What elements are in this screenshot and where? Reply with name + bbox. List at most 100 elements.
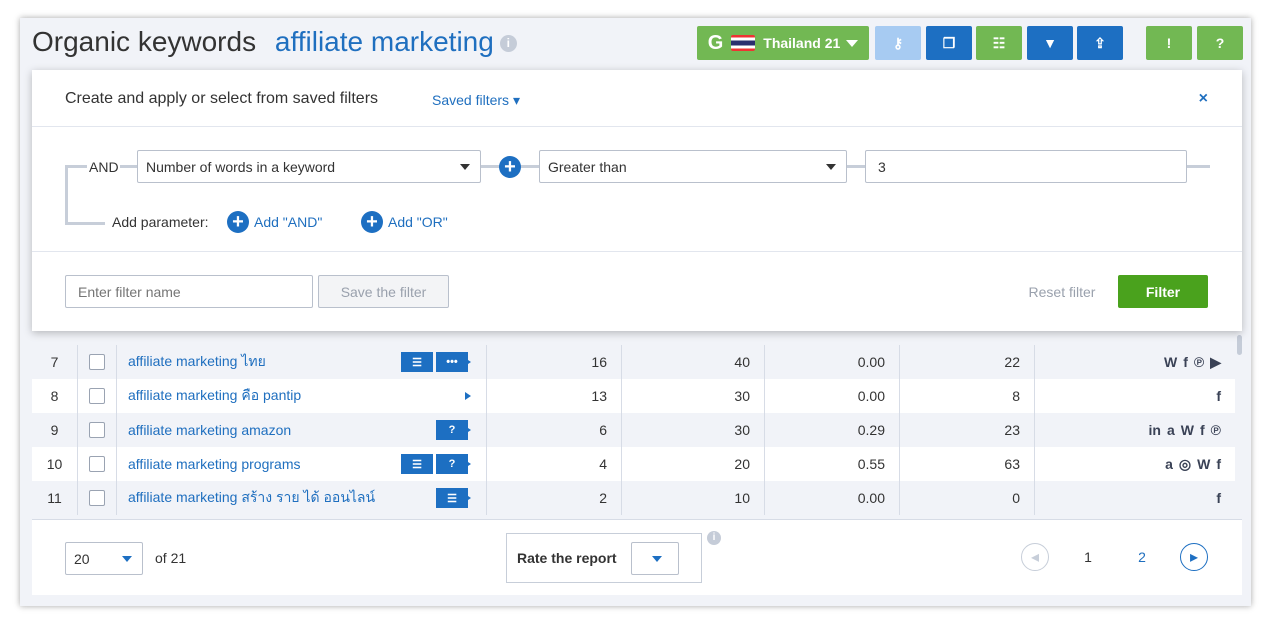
row-checkbox[interactable] (78, 379, 117, 413)
key-icon: ⚷ (892, 34, 904, 51)
info-icon[interactable]: i (707, 531, 721, 545)
chevron-down-icon: ▾ (512, 92, 520, 108)
per-page-value: 20 (74, 551, 90, 567)
row-checkbox[interactable] (78, 447, 117, 481)
prev-page-button[interactable]: ◂ (1021, 543, 1049, 571)
keyword-link[interactable]: affiliate marketing สร้าง ราย ได้ ออนไลน… (128, 489, 376, 505)
per-page-select[interactable]: 20 (65, 542, 143, 575)
scrollbar[interactable] (1237, 335, 1242, 355)
add-and-button[interactable]: + Add "AND" (227, 211, 322, 233)
caret-icon (460, 164, 470, 175)
copy-button[interactable]: ❐ (926, 26, 972, 60)
row-checkbox[interactable] (78, 481, 117, 515)
next-page-button[interactable]: ▸ (1180, 543, 1208, 571)
keyword-cell: affiliate marketing สร้าง ราย ได้ ออนไลน… (117, 481, 487, 515)
wikipedia-icon[interactable]: W (1180, 422, 1194, 438)
youtube-icon[interactable]: ▶ (1210, 353, 1221, 370)
list-icon[interactable]: ☰ (436, 488, 468, 508)
help-icon[interactable]: ? (436, 454, 468, 474)
keyword-actions: ☰ ••• (401, 352, 468, 372)
checkbox[interactable] (89, 490, 105, 506)
keyword-actions: ? (436, 420, 468, 440)
page-1[interactable]: 1 (1084, 549, 1092, 565)
save-filter-button[interactable]: Save the filter (318, 275, 449, 308)
amazon-icon[interactable]: a (1166, 422, 1175, 438)
checkbox[interactable] (89, 456, 105, 472)
help-icon[interactable]: ? (436, 420, 468, 440)
condition-value: Greater than (548, 159, 627, 175)
tree-line (65, 165, 87, 168)
instagram-icon[interactable]: ◎ (1178, 455, 1192, 472)
expand-arrow-icon[interactable] (465, 460, 471, 468)
keyword-cell: affiliate marketing amazon? (117, 413, 487, 447)
close-icon[interactable]: × (1198, 90, 1208, 107)
facebook-icon[interactable]: f (1200, 422, 1205, 438)
row-number: 11 (32, 481, 78, 515)
columns-icon: ☷ (992, 34, 1006, 51)
list-icon[interactable]: ☰ (401, 352, 433, 372)
database-selector[interactable]: G Thailand 21 (697, 26, 869, 60)
pinterest-icon[interactable]: ℗ (1210, 422, 1221, 438)
filter-button[interactable]: ▼ (1027, 26, 1073, 60)
facebook-icon[interactable]: f (1183, 354, 1188, 370)
tree-line (65, 222, 105, 225)
operator-label: AND (89, 159, 119, 175)
table-row: 8 affiliate marketing คือ pantip 13 30 0… (32, 379, 1235, 413)
wikipedia-icon[interactable]: W (1197, 456, 1211, 472)
plus-icon: + (361, 211, 383, 233)
table-row: 10 affiliate marketing programs ☰? 4 20 0… (32, 447, 1235, 481)
keyword-link[interactable]: affiliate marketing programs (128, 456, 301, 472)
keyword-link[interactable]: affiliate marketing ไทย (128, 353, 266, 369)
export-button[interactable]: ⇪ (1077, 26, 1123, 60)
add-condition-icon[interactable]: + (499, 156, 521, 178)
value-input[interactable]: 3 (865, 150, 1187, 183)
table-row: 11 affiliate marketing สร้าง ราย ได้ ออน… (32, 481, 1235, 515)
facebook-icon[interactable]: f (1216, 388, 1221, 404)
add-or-label: Add "OR" (388, 214, 448, 230)
checkbox[interactable] (89, 354, 105, 370)
info-icon[interactable]: i (499, 35, 517, 53)
saved-filters-dropdown[interactable]: Saved filters ▾ (432, 92, 520, 109)
list-icon[interactable]: ☰ (401, 454, 433, 474)
row-checkbox[interactable] (78, 345, 117, 379)
parameter-select[interactable]: Number of words in a keyword (137, 150, 481, 183)
value-a: 6 (487, 413, 622, 447)
condition-select[interactable]: Greater than (539, 150, 847, 183)
wikipedia-icon[interactable]: W (1164, 354, 1178, 370)
keywords-table: 7 affiliate marketing ไทย ☰ ••• 16 40 0.00… (32, 345, 1235, 515)
facebook-icon[interactable]: f (1216, 456, 1221, 472)
pinterest-icon[interactable]: ℗ (1193, 354, 1205, 370)
caret-icon (826, 164, 836, 175)
page-2[interactable]: 2 (1138, 549, 1146, 565)
expand-arrow-icon[interactable] (465, 426, 471, 434)
checkbox[interactable] (89, 388, 105, 404)
expand-arrow-icon[interactable] (465, 358, 471, 366)
filter-name-input[interactable] (65, 275, 313, 308)
keyword-actions: ☰ (436, 488, 468, 508)
keyword-cell: affiliate marketing คือ pantip (117, 379, 487, 413)
reset-filter-button[interactable]: Reset filter (1028, 283, 1096, 300)
linkedin-icon[interactable]: in (1148, 422, 1161, 438)
key-button[interactable]: ⚷ (875, 26, 921, 60)
amazon-icon[interactable]: a (1165, 456, 1173, 472)
database-label: Thailand 21 (763, 35, 841, 51)
help-button[interactable]: ? (1197, 26, 1243, 60)
expand-arrow-icon[interactable] (465, 392, 471, 400)
add-or-button[interactable]: + Add "OR" (361, 211, 448, 233)
expand-arrow-icon[interactable] (465, 494, 471, 502)
value-b: 20 (622, 447, 765, 481)
columns-button[interactable]: ☷ (976, 26, 1022, 60)
rate-select[interactable] (631, 542, 679, 575)
value-b: 30 (622, 379, 765, 413)
facebook-icon[interactable]: f (1216, 490, 1221, 506)
keyword-link[interactable]: affiliate marketing amazon (128, 422, 292, 438)
keyword-link[interactable]: affiliate marketing คือ pantip (128, 387, 302, 403)
row-checkbox[interactable] (78, 413, 117, 447)
feedback-button[interactable]: ! (1146, 26, 1192, 60)
checkbox[interactable] (89, 422, 105, 438)
apply-filter-button[interactable]: Filter (1118, 275, 1208, 308)
more-icon[interactable]: ••• (436, 352, 468, 372)
